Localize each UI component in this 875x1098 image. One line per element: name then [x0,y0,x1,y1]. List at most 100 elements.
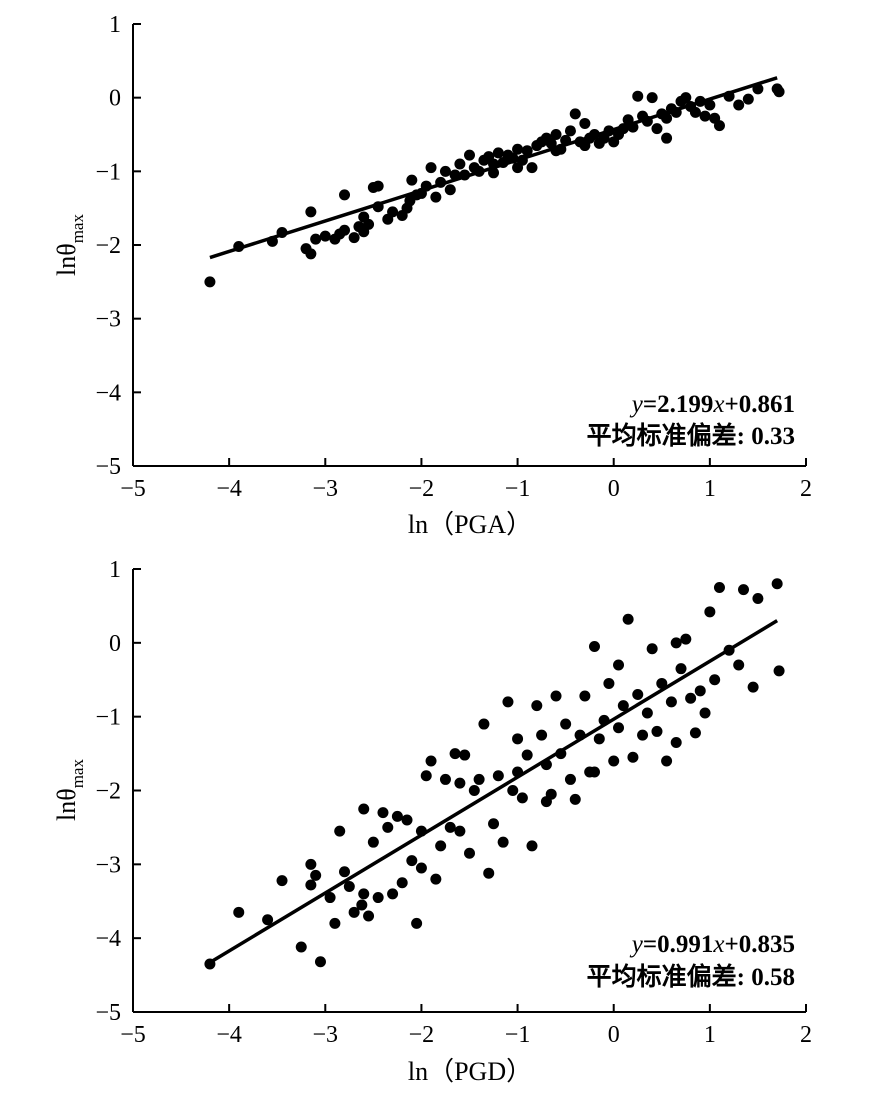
equation-y: y [629,931,644,958]
data-point [752,593,764,605]
data-point [617,123,629,135]
data-point [752,83,764,95]
data-point [694,95,706,107]
data-point [343,880,355,892]
data-point [627,751,639,763]
data-point [773,86,785,98]
chart-bottom-pgd: ln（PGD） lnθmax y=0.991x+0.835 平均标准偏差: 0.… [52,557,812,1086]
data-point [709,674,721,686]
data-point [262,914,274,926]
data-point [329,917,341,929]
data-point [459,169,471,181]
equation-x: x [712,931,724,958]
equation-slope: =0.991 [643,931,714,958]
data-point [401,814,413,826]
regression-line [209,619,779,965]
data-point [435,176,447,188]
data-point [579,690,591,702]
data-point [310,233,322,245]
y-axis-label-base: lnθ [52,243,81,276]
data-point [593,733,605,745]
data-point [526,162,538,174]
data-point [459,749,471,761]
data-point [771,578,783,590]
data-point [502,696,514,708]
data-point [488,818,500,830]
data-point [723,90,735,102]
data-point [492,770,504,782]
data-point [439,773,451,785]
data-point [742,93,754,105]
std-dev-label: 平均标准偏差: 0.33 [587,421,795,450]
data-point [694,685,706,697]
x-tick-label: −3 [313,1022,339,1048]
data-point [512,766,524,778]
data-point [233,906,245,918]
data-point [382,821,394,833]
data-point [661,112,673,124]
data-point [512,143,524,155]
data-point [305,858,317,870]
x-tick-label: 1 [704,476,716,502]
data-point [204,276,216,288]
data-point [363,218,375,230]
data-point [406,174,418,186]
data-point [637,729,649,741]
data-point [550,145,562,157]
y-tick-label: −1 [95,705,121,731]
data-point [396,877,408,889]
y-tick-label: −3 [95,307,121,333]
data-point [536,729,548,741]
equation-intercept: +0.835 [725,931,796,958]
data-point [512,162,524,174]
data-point [305,879,317,891]
data-point [661,755,673,767]
y-tick-label: −5 [95,454,121,480]
data-point [613,659,625,671]
data-point [627,121,639,133]
data-point [444,821,456,833]
data-point [540,759,552,771]
y-tick-label: 1 [109,557,121,583]
x-tick-label: −5 [120,1022,146,1048]
data-point [531,700,543,712]
y-tick-label: −4 [95,926,121,952]
data-point [550,129,562,140]
data-point [454,158,466,170]
data-point [670,637,682,649]
data-point [464,149,475,161]
data-point [675,663,687,675]
x-tick-label: −4 [216,1022,242,1048]
data-point [488,167,500,179]
y-tick-label: −2 [95,233,121,259]
data-point [512,733,524,745]
data-point [704,99,716,111]
data-point [646,92,658,104]
data-point [521,749,533,761]
data-point [555,748,567,760]
data-point [516,792,528,804]
data-point [550,690,562,702]
data-point [656,677,668,689]
data-point [406,855,418,867]
data-point [603,677,615,689]
data-point [339,866,351,878]
data-point [415,862,427,874]
data-point [598,714,610,726]
data-point [574,729,586,741]
data-point [497,836,509,848]
data-point [632,689,644,701]
equation-slope: =2.199 [643,391,714,418]
data-point [492,147,504,159]
data-point [425,755,437,767]
y-axis-label: lnθmax [52,214,87,276]
x-tick-label: 1 [704,1022,716,1048]
data-point [372,201,384,213]
data-point [367,836,379,848]
data-point [733,99,745,111]
data-point [483,867,495,879]
data-point [233,240,245,252]
data-point [564,773,576,785]
data-point [560,134,572,146]
